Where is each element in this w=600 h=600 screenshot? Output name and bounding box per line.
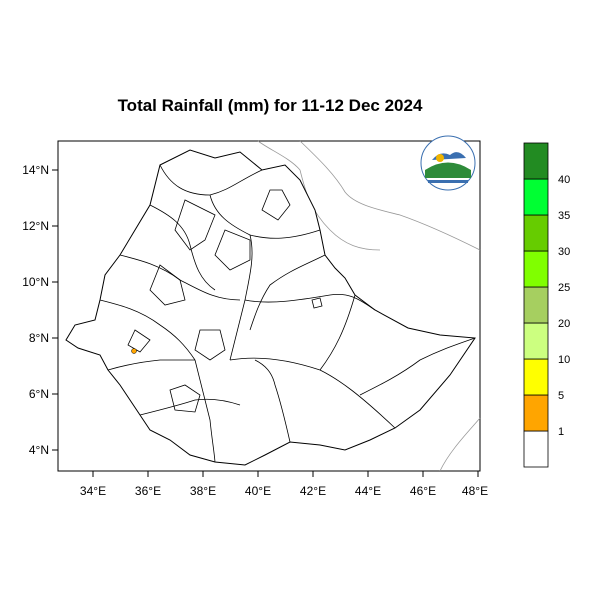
legend-swatch — [523, 286, 549, 324]
legend-colorbar: 1 5 10 20 25 30 35 40 — [523, 142, 570, 468]
legend-swatch — [523, 214, 549, 252]
legend-swatch — [523, 178, 549, 216]
red-sea-coast — [299, 140, 481, 251]
x-tick-label: 44°E — [355, 484, 381, 498]
legend-swatch — [523, 358, 549, 396]
y-tick-label: 12°N — [22, 219, 49, 233]
x-tick-label: 38°E — [190, 484, 216, 498]
y-tick-label: 10°N — [22, 275, 49, 289]
legend-swatch — [523, 322, 549, 360]
x-tick-label: 48°E — [462, 484, 488, 498]
rainfall-spot — [131, 348, 137, 354]
x-tick-label: 40°E — [245, 484, 271, 498]
x-tick-label: 42°E — [300, 484, 326, 498]
x-tick-label: 46°E — [410, 484, 436, 498]
legend-label: 1 — [558, 426, 564, 438]
legend-swatch — [523, 142, 549, 180]
y-tick-label: 8°N — [29, 331, 49, 345]
x-axis: 34°E 36°E 38°E 40°E 42°E 44°E 46°E 48°E — [80, 471, 488, 498]
legend-label: 20 — [558, 318, 570, 330]
y-tick-label: 6°N — [29, 387, 49, 401]
x-tick-label: 36°E — [135, 484, 161, 498]
zone-boundaries — [99, 164, 476, 463]
somalia-coast — [439, 417, 481, 472]
legend-swatch — [523, 250, 549, 288]
legend-label: 40 — [558, 174, 570, 186]
legend-label: 5 — [558, 390, 564, 402]
legend-label: 30 — [558, 246, 570, 258]
country-outline — [65, 149, 476, 466]
y-axis: 14°N 12°N 10°N 8°N 6°N 4°N — [22, 163, 58, 457]
legend-label: 10 — [558, 354, 570, 366]
legend-label: 35 — [558, 210, 570, 222]
y-tick-label: 14°N — [22, 163, 49, 177]
y-tick-label: 4°N — [29, 443, 49, 457]
legend-swatch — [523, 430, 549, 468]
legend-swatch — [523, 394, 549, 432]
agency-logo — [420, 135, 476, 191]
map-title: Total Rainfall (mm) for 11-12 Dec 2024 — [117, 96, 423, 115]
legend-label: 25 — [558, 282, 570, 294]
x-tick-label: 34°E — [80, 484, 106, 498]
map-area — [65, 140, 481, 472]
